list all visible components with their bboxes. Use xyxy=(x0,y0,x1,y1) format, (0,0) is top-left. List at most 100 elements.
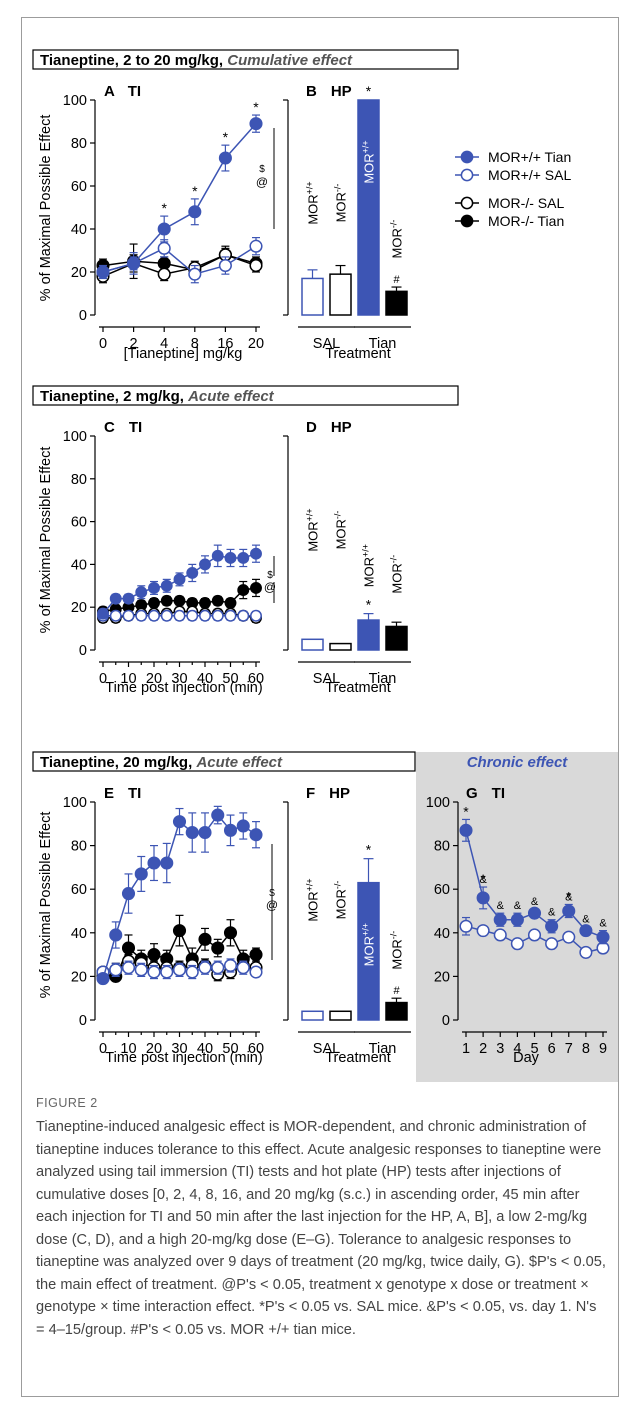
sig-hash-F: # xyxy=(393,985,400,997)
data-point-C-mor-tian xyxy=(173,594,186,607)
figure-caption: FIGURE 2 Tianeptine-induced analgesic ef… xyxy=(36,1096,606,1341)
row3-title-box xyxy=(32,751,416,772)
data-point-C-mor-tian xyxy=(160,594,173,607)
data-point-E-mor-tian xyxy=(96,972,110,986)
series-line-A-mor-sal xyxy=(102,245,257,275)
sig-amp-G: & xyxy=(582,913,590,925)
x-tick-label-G: 8 xyxy=(582,1041,590,1057)
x-tick-label-A: 0 xyxy=(99,336,107,352)
x-tick-label-E: 60 xyxy=(248,1041,264,1057)
legend-item-mor-pp-sal: MOR+/+ SAL xyxy=(455,167,571,183)
data-point-G-mor-sal xyxy=(476,924,490,938)
y-axis-title-a: % of Maximal Possible Effect xyxy=(38,115,54,302)
bar-F-mor-sal xyxy=(301,1010,324,1021)
data-point-A-mor-tian xyxy=(96,265,110,279)
data-point-C-mor-tian xyxy=(211,549,224,562)
bar-F-mor-tian xyxy=(385,1001,408,1021)
svg-text:MOR-/- Tian: MOR-/- Tian xyxy=(488,213,564,229)
caption-label: FIGURE 2 xyxy=(36,1096,98,1110)
y-tick-label-E: 100 xyxy=(63,795,87,811)
panel-f-label: F HP xyxy=(306,785,350,802)
y-tick-label-E: 20 xyxy=(71,969,87,985)
data-point-G-mor-tian xyxy=(510,913,524,927)
x-tick-label-E: 0 xyxy=(99,1041,107,1057)
panel-a-label: A TI xyxy=(104,83,141,100)
data-point-A-mor-sal xyxy=(249,239,263,253)
data-point-E-mor-sal xyxy=(211,961,225,975)
x-tick-label-C: 40 xyxy=(197,671,213,687)
data-point-E-mor-sal xyxy=(134,963,148,977)
data-point-E-mor-tian xyxy=(172,924,187,938)
data-point-C-mor-tian xyxy=(97,607,109,620)
data-point-G-mor-tian xyxy=(596,930,610,944)
x-tick-label-E: 30 xyxy=(171,1041,187,1057)
y-tick-label-E: 0 xyxy=(79,1013,87,1029)
x-tick-label-G: 7 xyxy=(565,1041,573,1057)
data-point-C-mor-tian xyxy=(160,579,173,592)
category-label-D-tian: Tian xyxy=(369,671,397,687)
data-point-A-mor-sal xyxy=(249,259,263,273)
category-label-B-sal: SAL xyxy=(313,336,340,352)
legend-item-mor-mm-tian: MOR-/- Tian xyxy=(455,213,564,229)
genotype-label-F: MOR-/- xyxy=(389,931,405,970)
y-tick-label-E: 40 xyxy=(71,926,87,942)
data-point-A-mor-tian xyxy=(218,151,232,165)
svg-text:$: $ xyxy=(267,570,273,581)
data-point-E-mor-tian xyxy=(185,825,199,840)
sig-star-A: * xyxy=(192,183,198,199)
data-point-G-mor-tian xyxy=(493,913,507,927)
genotype-label-D: MOR-/- xyxy=(389,555,405,594)
data-point-E-mor-sal xyxy=(198,961,212,975)
data-point-G-mor-sal xyxy=(510,937,524,951)
y-tick-label-A: 40 xyxy=(71,222,87,238)
data-point-E-mor-sal xyxy=(223,958,238,973)
data-point-A-mor-tian xyxy=(188,205,202,219)
sig-bracket-a: $ @ xyxy=(256,128,275,229)
sig-amp-G: & xyxy=(599,918,607,930)
y-tick-label-G: 20 xyxy=(434,969,450,985)
series-line-A-mor-tian xyxy=(102,123,257,273)
category-label-F-sal: SAL xyxy=(313,1041,340,1057)
genotype-label-B: MOR-/- xyxy=(389,220,405,259)
panel-c-label: C TI xyxy=(104,419,142,436)
y-tick-label-C: 40 xyxy=(71,557,87,573)
data-point-C-mor-sal xyxy=(211,609,224,622)
x-tick-label-G: 3 xyxy=(496,1041,504,1057)
x-tick-label-C: 0 xyxy=(99,671,107,687)
row2-title-box xyxy=(32,385,459,406)
genotype-label-F: MOR+/+ xyxy=(305,878,321,921)
data-point-G-mor-tian xyxy=(459,823,473,837)
data-point-G-mor-tian xyxy=(476,891,490,905)
y-tick-label-G: 0 xyxy=(442,1013,450,1029)
x-axis-title-d: Treatment xyxy=(325,680,391,696)
x-tick-label-C: 10 xyxy=(120,671,136,687)
data-point-E-mor-tian xyxy=(198,825,212,840)
data-point-G-mor-tian xyxy=(579,924,593,938)
y-tick-label-C: 80 xyxy=(71,472,87,488)
data-point-C-mor-tian xyxy=(199,558,211,571)
x-axis-title-e: Time post injection (min) xyxy=(105,1050,262,1066)
data-point-C-mor-sal xyxy=(237,609,250,622)
x-tick-label-G: 9 xyxy=(599,1041,607,1057)
x-tick-label-C: 50 xyxy=(222,671,238,687)
data-point-A-mor-sal xyxy=(157,267,171,281)
data-point-G-mor-sal xyxy=(527,928,542,942)
bar-B-mor-tian xyxy=(385,290,408,316)
data-point-C-mor-tian xyxy=(135,586,148,599)
y-tick-label-C: 100 xyxy=(63,429,87,445)
data-point-G-mor-tian xyxy=(562,904,576,918)
data-point-G-mor-tian xyxy=(545,919,559,933)
data-point-E-mor-sal xyxy=(249,965,263,979)
data-point-E-mor-sal xyxy=(160,965,174,979)
data-point-G-mor-sal xyxy=(579,945,593,959)
legend-item-mor-mm-sal: MOR-/- SAL xyxy=(455,195,564,211)
genotype-label-B: MOR+/+ xyxy=(361,140,377,183)
x-axis-title-a: [Tianeptine] mg/kg xyxy=(124,346,243,362)
x-tick-label-E: 10 xyxy=(120,1041,136,1057)
svg-text:@: @ xyxy=(264,580,276,594)
bar-D-mor-tian xyxy=(385,625,408,651)
data-point-C-mor-sal xyxy=(173,609,186,622)
data-point-E-mor-tian xyxy=(249,948,263,962)
row1-title: Tianeptine, 2 to 20 mg/kg, Cumulative ef… xyxy=(40,52,353,69)
